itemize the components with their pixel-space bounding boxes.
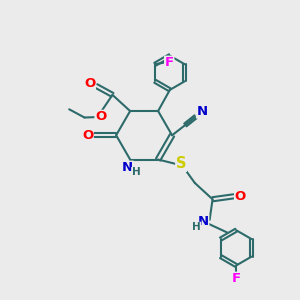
- Text: F: F: [232, 272, 241, 285]
- Text: O: O: [82, 129, 93, 142]
- Text: S: S: [176, 156, 186, 171]
- Text: N: N: [198, 215, 209, 228]
- Text: O: O: [235, 190, 246, 203]
- Text: N: N: [196, 105, 208, 118]
- Text: H: H: [192, 222, 201, 232]
- Text: O: O: [84, 76, 95, 90]
- Text: N: N: [122, 161, 133, 174]
- Text: O: O: [95, 110, 106, 123]
- Text: H: H: [132, 167, 140, 178]
- Text: F: F: [165, 56, 174, 69]
